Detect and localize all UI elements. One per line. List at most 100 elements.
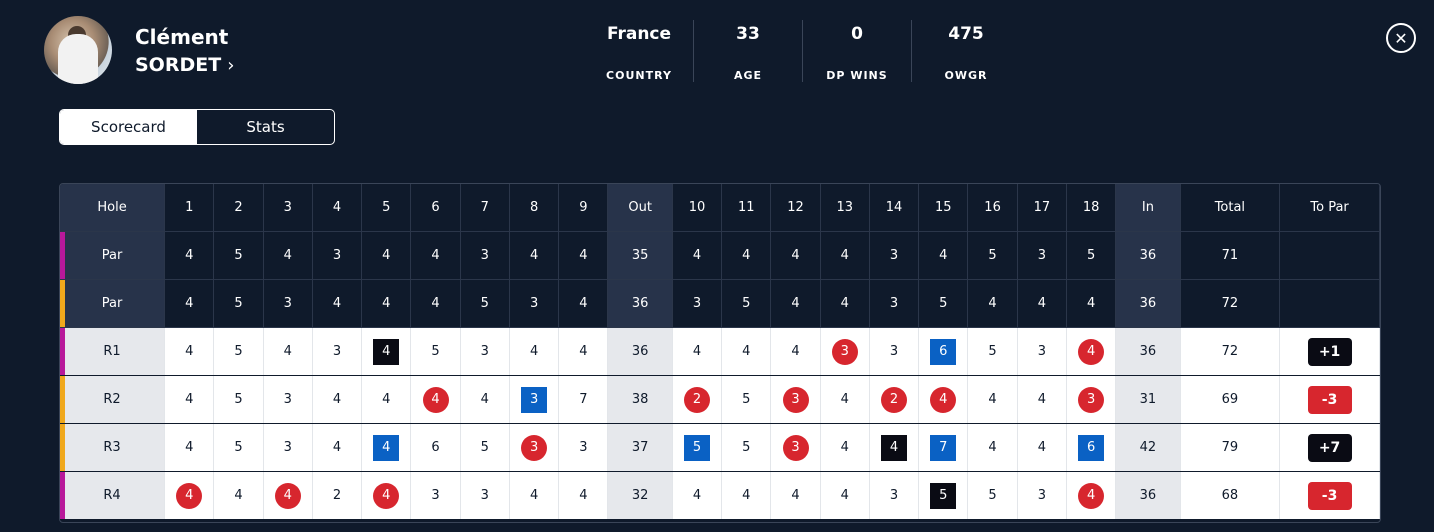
score-cell: 3 — [770, 423, 821, 472]
row-stripe — [60, 376, 65, 423]
score-value: 4 — [988, 392, 997, 407]
score-cell: 4 — [361, 423, 412, 472]
score-cell: 4 — [213, 471, 264, 520]
score-value: 3 — [529, 296, 539, 311]
score-cell: 4 — [361, 231, 412, 280]
header-cell: 6 — [410, 184, 461, 232]
score-value: 4 — [579, 488, 588, 503]
header-cell: 1 — [164, 184, 215, 232]
par-row: Par 4 5 3 4 4 4 5 3 4 36 3 5 4 4 3 5 4 4 4 36 72 — [60, 279, 1380, 328]
score-value: 4 — [283, 248, 292, 263]
stat-owgr: 475 OWGR — [912, 20, 1020, 82]
stat-label: OWGR — [944, 69, 988, 82]
header-cell: 18 — [1066, 184, 1117, 232]
score-cell: 4 — [361, 327, 412, 376]
player-avatar — [44, 16, 112, 84]
in-cell: 36 — [1115, 231, 1181, 280]
header-cell: 9 — [558, 184, 609, 232]
score-cell: 4 — [869, 423, 920, 472]
score-marker: 6 — [930, 338, 957, 365]
score-value: 3 — [332, 344, 342, 359]
score-cell: 4 — [164, 375, 215, 424]
score-value: 4 — [579, 344, 588, 359]
score-cell: 4 — [672, 231, 723, 280]
score-cell: 5 — [460, 423, 510, 472]
header-cell: Out — [607, 184, 673, 232]
score-marker: 3 — [521, 434, 548, 461]
stat-value: France — [606, 24, 672, 44]
round-row: R3 4 5 3 4 4 6 5 3 3 37 5 5 3 4 4 7 4 4 6 42 79 +7 — [60, 423, 1380, 472]
stat-value: 33 — [736, 24, 760, 44]
score-cell: 6 — [918, 327, 969, 376]
row-label: R4 — [60, 471, 166, 520]
score-cell: 5 — [213, 279, 264, 328]
score-value: 4 — [185, 440, 194, 455]
score-cell: 5 — [967, 327, 1018, 376]
score-cell: 3 — [263, 375, 313, 424]
out-cell: 36 — [607, 327, 673, 376]
close-button[interactable]: ✕ — [1386, 23, 1416, 53]
score-cell: 3 — [869, 231, 920, 280]
tab-scorecard[interactable]: Scorecard — [60, 110, 197, 144]
score-value: 3 — [889, 344, 899, 359]
score-cell: 2 — [312, 471, 363, 520]
stat-country: France COUNTRY — [585, 20, 694, 82]
total-cell: 71 — [1180, 231, 1281, 280]
score-value: 4 — [529, 248, 539, 263]
header-cell: 7 — [460, 184, 510, 232]
tab-stats[interactable]: Stats — [246, 118, 285, 136]
score-marker: 4 — [1078, 338, 1105, 365]
header-cell: To Par — [1279, 184, 1380, 232]
player-last-name-link[interactable]: SORDET › — [135, 54, 234, 76]
score-cell: 5 — [410, 327, 461, 376]
score-marker: 7 — [930, 434, 957, 461]
score-value: 37 — [631, 440, 649, 455]
row-label: Par — [60, 231, 166, 280]
score-cell: 4 — [312, 423, 363, 472]
score-value: 4 — [431, 248, 440, 263]
score-cell: 4 — [918, 231, 969, 280]
score-cell: 3 — [672, 279, 723, 328]
score-value: 5 — [1086, 248, 1096, 263]
score-value: 5 — [234, 440, 243, 455]
score-cell: 3 — [312, 327, 363, 376]
score-cell: 4 — [721, 327, 772, 376]
in-cell: 36 — [1115, 327, 1181, 376]
score-value: 72 — [1221, 344, 1239, 359]
header-cell: 15 — [918, 184, 969, 232]
score-cell: 3 — [1017, 327, 1067, 376]
score-cell: 4 — [672, 471, 723, 520]
score-cell: 4 — [509, 327, 560, 376]
score-value: 4 — [840, 488, 849, 503]
score-value: 3 — [889, 488, 899, 503]
score-cell: 3 — [460, 471, 510, 520]
score-cell: 4 — [558, 279, 609, 328]
score-cell: 5 — [213, 375, 264, 424]
score-cell: 4 — [164, 471, 215, 520]
score-value: 31 — [1139, 392, 1157, 407]
score-cell: 3 — [509, 279, 560, 328]
score-value: 5 — [480, 296, 489, 311]
out-cell: 37 — [607, 423, 673, 472]
header-cell: 13 — [820, 184, 870, 232]
score-marker: 4 — [1078, 482, 1105, 509]
score-value: 7 — [579, 392, 588, 407]
score-value: 4 — [529, 488, 539, 503]
score-cell: 4 — [509, 471, 560, 520]
score-cell: 3 — [263, 279, 313, 328]
total-cell: 72 — [1180, 327, 1281, 376]
score-cell: 4 — [721, 471, 772, 520]
score-marker: 2 — [881, 386, 908, 413]
score-cell: 4 — [1066, 327, 1117, 376]
header-cell: Total — [1180, 184, 1281, 232]
score-cell: 5 — [460, 279, 510, 328]
score-value: 4 — [234, 488, 243, 503]
score-value: 4 — [742, 344, 751, 359]
score-value: 36 — [1139, 296, 1157, 311]
in-cell: 42 — [1115, 423, 1181, 472]
score-value: 4 — [791, 248, 800, 263]
score-cell: 4 — [672, 327, 723, 376]
score-cell: 5 — [672, 423, 723, 472]
score-value: 5 — [234, 248, 243, 263]
score-marker: 2 — [683, 386, 710, 413]
